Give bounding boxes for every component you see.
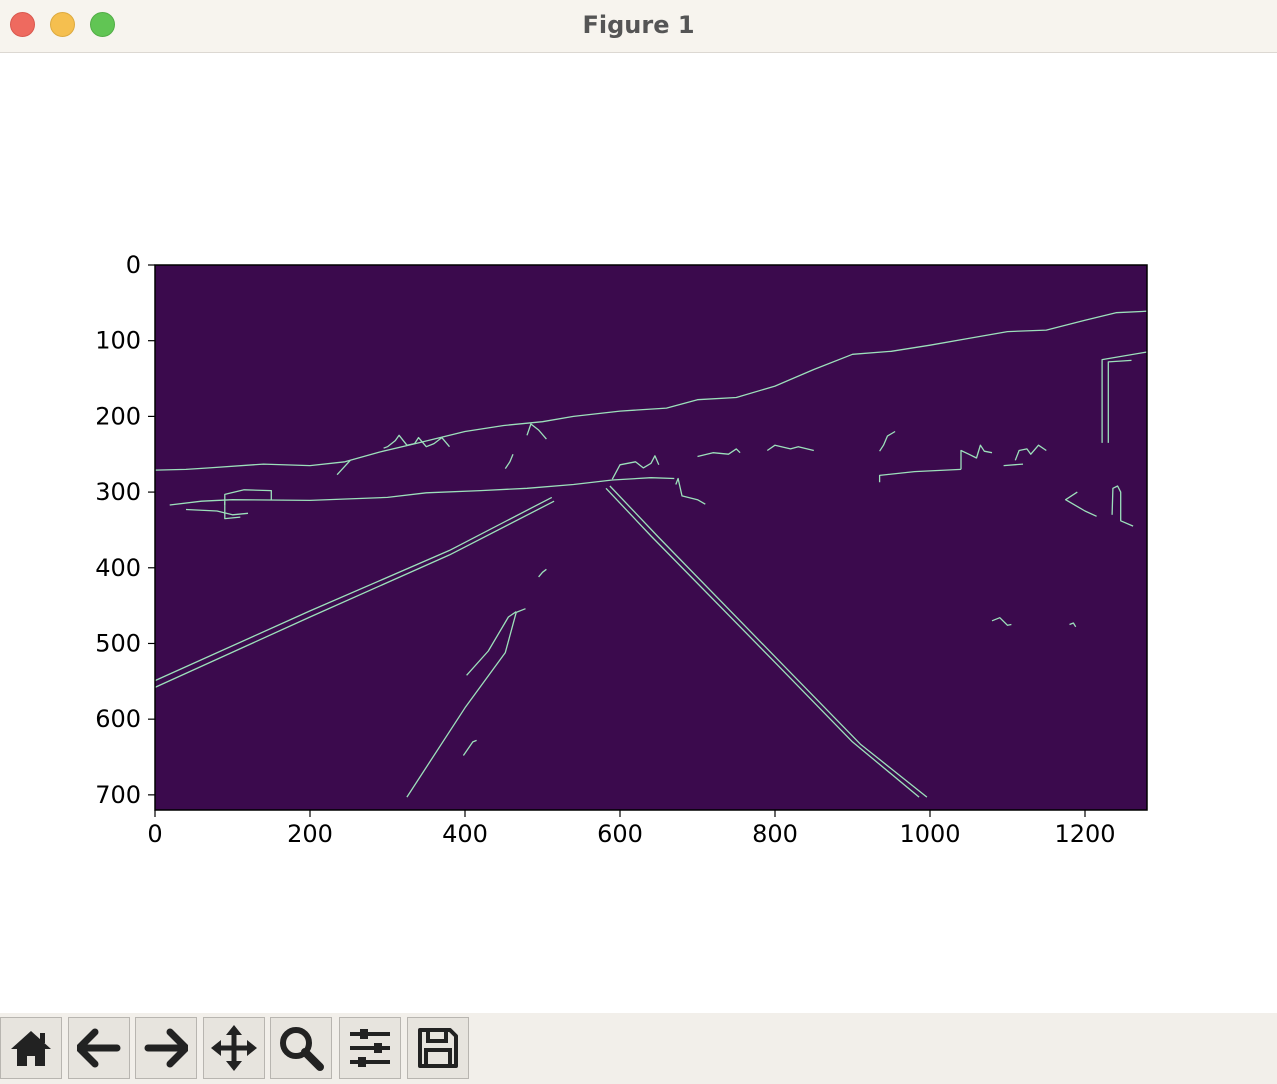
y-tick-label: 600 bbox=[95, 705, 141, 733]
configure-subplots-icon bbox=[350, 1029, 390, 1067]
maximize-window-button[interactable] bbox=[90, 12, 115, 37]
save-icon bbox=[418, 1028, 458, 1068]
edge-line bbox=[1107, 359, 1132, 443]
edge-line bbox=[224, 501, 241, 520]
edge-line bbox=[154, 496, 553, 682]
edge-line bbox=[1014, 444, 1047, 461]
save-button[interactable] bbox=[407, 1017, 469, 1079]
edge-line bbox=[1064, 491, 1097, 517]
close-window-button[interactable] bbox=[10, 12, 35, 37]
configure-subplots-button[interactable] bbox=[339, 1017, 401, 1079]
forward-arrow-icon bbox=[144, 1028, 188, 1068]
y-tick-label: 400 bbox=[95, 554, 141, 582]
edge-line bbox=[605, 487, 920, 798]
edge-line bbox=[675, 477, 706, 505]
edge-line bbox=[538, 568, 547, 578]
edge-line bbox=[383, 434, 450, 449]
pan-button[interactable] bbox=[203, 1017, 265, 1079]
back-arrow-icon bbox=[77, 1028, 121, 1068]
y-tick-label: 0 bbox=[126, 251, 141, 279]
edge-line bbox=[462, 739, 477, 756]
edge-line bbox=[879, 430, 896, 452]
edge-line bbox=[169, 477, 675, 506]
edge-line bbox=[697, 448, 741, 458]
image-area[interactable] bbox=[155, 265, 1147, 810]
y-tick-label: 700 bbox=[95, 781, 141, 809]
edge-line bbox=[224, 489, 272, 505]
window-title: Figure 1 bbox=[582, 11, 695, 39]
minimize-window-button[interactable] bbox=[50, 12, 75, 37]
edge-lines bbox=[154, 310, 1148, 798]
x-tick-label: 1200 bbox=[1054, 820, 1115, 848]
edge-line bbox=[1069, 622, 1077, 628]
y-tick-label: 500 bbox=[95, 629, 141, 657]
y-tick-label: 300 bbox=[95, 478, 141, 506]
edge-line bbox=[878, 468, 962, 483]
edge-line bbox=[611, 455, 660, 480]
edge-line bbox=[154, 310, 1148, 471]
edge-line bbox=[336, 459, 351, 476]
home-icon bbox=[11, 1031, 51, 1066]
pan-icon bbox=[211, 1025, 257, 1071]
y-tick-label: 100 bbox=[95, 327, 141, 355]
edge-line bbox=[154, 500, 555, 688]
x-tick-label: 0 bbox=[147, 820, 162, 848]
edge-line bbox=[504, 453, 514, 469]
forward-button[interactable] bbox=[135, 1017, 197, 1079]
edge-line bbox=[766, 444, 814, 452]
navigation-toolbar bbox=[0, 1013, 1277, 1084]
back-button[interactable] bbox=[68, 1017, 130, 1079]
x-tick-label: 200 bbox=[287, 820, 333, 848]
edge-line bbox=[1101, 351, 1148, 443]
zoom-icon bbox=[280, 1027, 324, 1071]
edge-line bbox=[991, 617, 1012, 626]
y-tick-label: 200 bbox=[95, 402, 141, 430]
window-titlebar: Figure 1 bbox=[0, 0, 1277, 53]
image-background bbox=[155, 265, 1147, 810]
edge-image-plot: 0 200 400 600 800 1000 1200 0 100 200 300 400 500 600… bbox=[95, 251, 1148, 848]
edge-line bbox=[526, 423, 547, 440]
figure-canvas: 0 200 400 600 800 1000 1200 0 100 200 300 400 500 600… bbox=[0, 53, 1277, 1013]
home-button[interactable] bbox=[0, 1017, 62, 1079]
zoom-button[interactable] bbox=[270, 1017, 332, 1079]
x-tick-label: 400 bbox=[442, 820, 488, 848]
x-tick-label: 1000 bbox=[899, 820, 960, 848]
edge-line bbox=[406, 608, 526, 798]
edge-line bbox=[609, 485, 928, 798]
edge-line bbox=[1111, 485, 1134, 527]
axes: 0 200 400 600 800 1000 1200 0 100 200 300 400 500 600… bbox=[95, 251, 1148, 848]
edge-line bbox=[1003, 463, 1024, 467]
axes-frame bbox=[154, 264, 1148, 811]
edge-line bbox=[466, 611, 517, 676]
x-tick-label: 800 bbox=[752, 820, 798, 848]
edge-line bbox=[960, 444, 993, 470]
x-tick-label: 600 bbox=[597, 820, 643, 848]
